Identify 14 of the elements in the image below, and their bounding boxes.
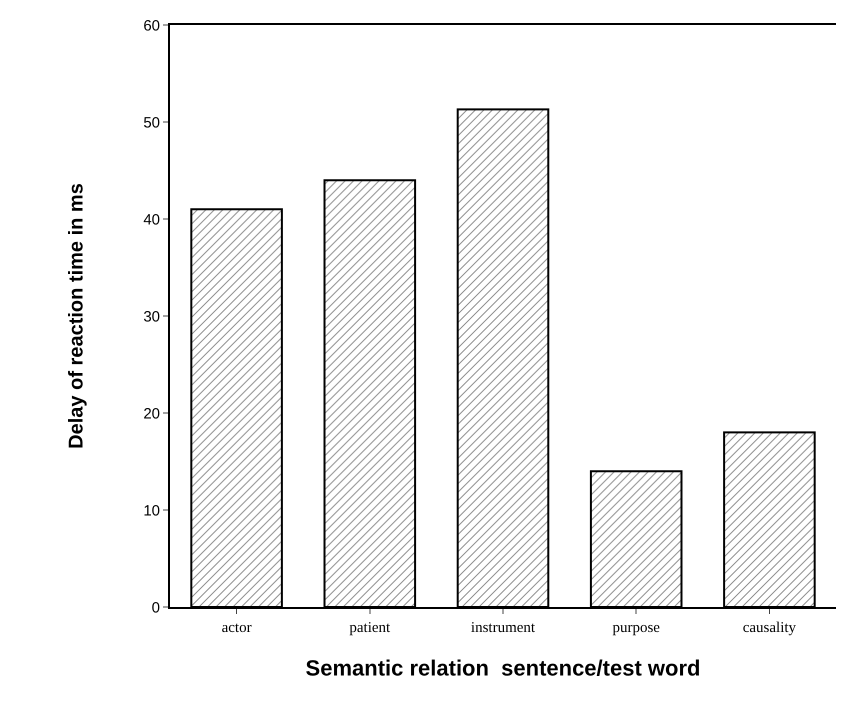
y-tick-label: 0 — [152, 599, 160, 616]
y-tick-label: 20 — [143, 405, 160, 422]
y-tick-label: 50 — [143, 114, 160, 132]
y-axis-title: Delay of reaction time in ms — [65, 183, 88, 449]
x-tick-label: causality — [742, 620, 797, 636]
y-tick-label: 10 — [143, 502, 160, 520]
y-tick-label: 40 — [143, 211, 160, 228]
x-tick-label: patient — [349, 620, 392, 636]
x-tick-label: actor — [222, 620, 252, 636]
x-tick-label: purpose — [612, 620, 660, 636]
y-tick-label: 30 — [143, 308, 160, 326]
y-tick-label: 60 — [143, 17, 160, 34]
x-axis-title: Semantic relation sentence/test word — [306, 655, 700, 680]
x-tick-label: instrument — [470, 620, 536, 636]
